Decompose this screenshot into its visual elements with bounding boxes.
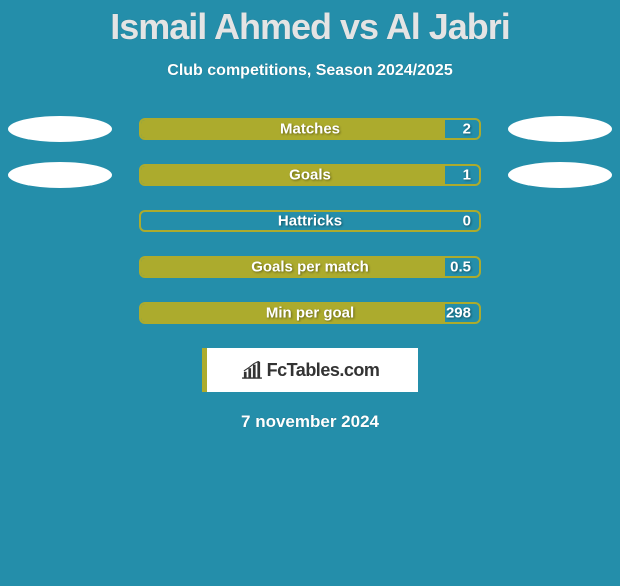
stat-bar: Min per goal 298 (139, 302, 481, 324)
stat-value: 1 (463, 167, 471, 184)
bar-chart-icon (241, 361, 263, 379)
stat-row: Hattricks 0 (0, 210, 620, 232)
stat-value: 298 (446, 305, 471, 322)
stat-row: Goals per match 0.5 (0, 256, 620, 278)
stat-bar: Goals 1 (139, 164, 481, 186)
stat-row: Matches 2 (0, 118, 620, 140)
stat-value: 0 (463, 213, 471, 230)
stat-label: Matches (141, 121, 479, 138)
stat-bar: Hattricks 0 (139, 210, 481, 232)
avatar-right-placeholder (508, 116, 612, 142)
badge-text: FcTables.com (267, 360, 380, 381)
stat-label: Goals per match (141, 259, 479, 276)
stat-label: Min per goal (141, 305, 479, 322)
stat-row: Min per goal 298 (0, 302, 620, 324)
stat-row: Goals 1 (0, 164, 620, 186)
avatar-right-placeholder (508, 162, 612, 188)
stat-value: 2 (463, 121, 471, 138)
badge-accent (202, 348, 207, 392)
avatar-left-placeholder (8, 116, 112, 142)
avatar-left-placeholder (8, 162, 112, 188)
stat-bar: Matches 2 (139, 118, 481, 140)
stat-value: 0.5 (450, 259, 471, 276)
stats-container: Matches 2 Goals 1 Hattricks 0 Goals per … (0, 118, 620, 324)
stat-label: Goals (141, 167, 479, 184)
source-badge[interactable]: FcTables.com (202, 348, 418, 392)
page-title: Ismail Ahmed vs Al Jabri (0, 6, 620, 48)
badge-content: FcTables.com (241, 360, 380, 381)
page-subtitle: Club competitions, Season 2024/2025 (0, 62, 620, 80)
date-text: 7 november 2024 (0, 412, 620, 432)
stat-bar: Goals per match 0.5 (139, 256, 481, 278)
stat-label: Hattricks (141, 213, 479, 230)
